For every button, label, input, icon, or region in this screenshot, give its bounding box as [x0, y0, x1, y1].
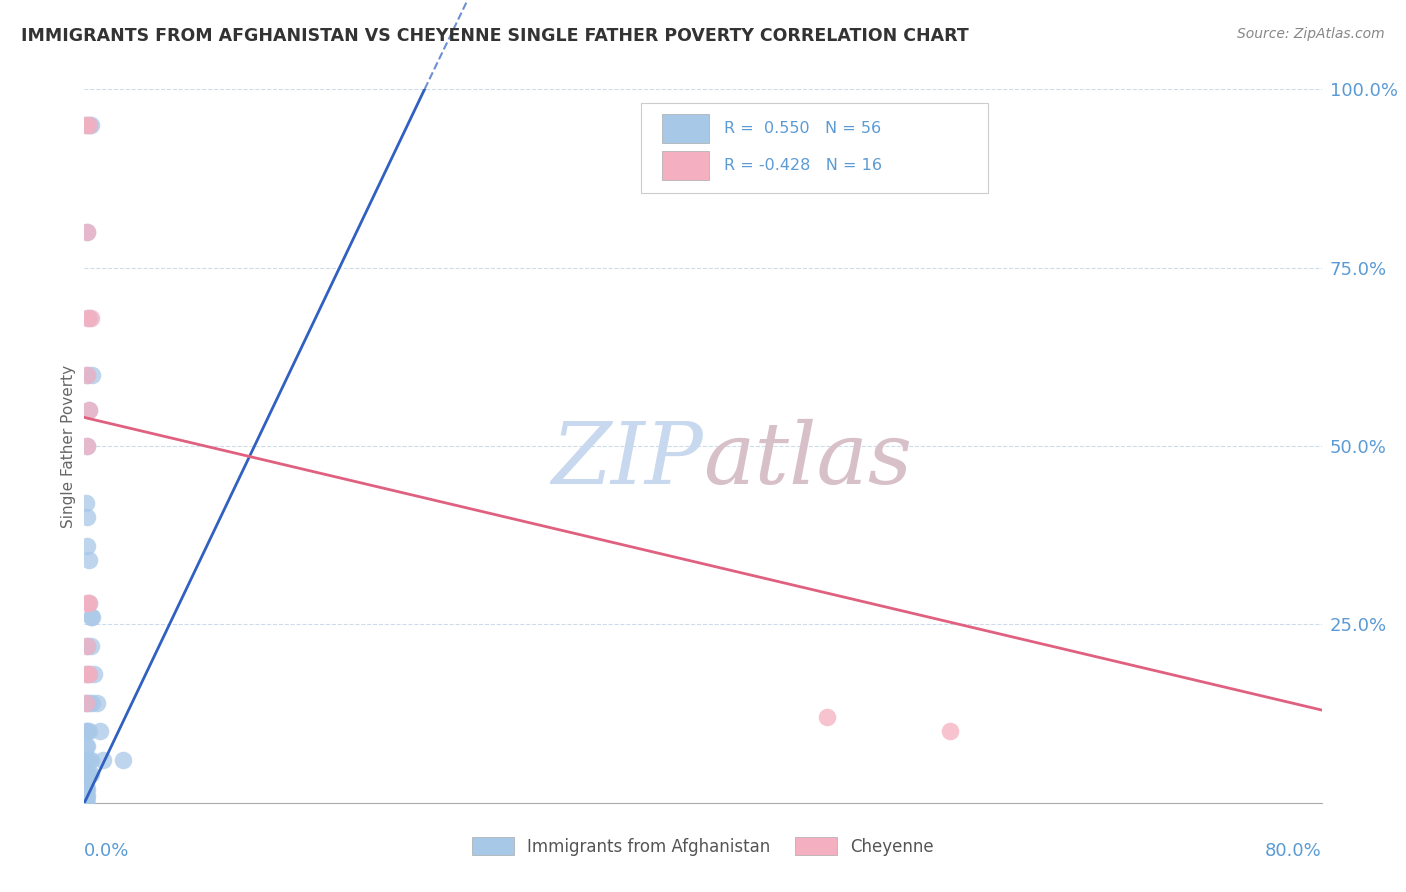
- Point: [77, 403, 100, 417]
- Point: [76, 724, 98, 739]
- Point: [939, 724, 962, 739]
- Point: [83, 667, 105, 681]
- Point: [82, 610, 104, 624]
- Point: [112, 753, 135, 767]
- Text: IMMIGRANTS FROM AFGHANISTAN VS CHEYENNE SINGLE FATHER POVERTY CORRELATION CHART: IMMIGRANTS FROM AFGHANISTAN VS CHEYENNE …: [21, 27, 969, 45]
- Point: [79, 118, 101, 132]
- Point: [75, 118, 97, 132]
- Point: [77, 118, 100, 132]
- Point: [76, 368, 98, 382]
- Point: [76, 225, 98, 239]
- Point: [75, 696, 97, 710]
- Point: [75, 781, 97, 796]
- Point: [75, 794, 97, 808]
- Point: [79, 610, 101, 624]
- Text: R = -0.428   N = 16: R = -0.428 N = 16: [724, 158, 882, 173]
- Point: [86, 696, 108, 710]
- Point: [76, 368, 98, 382]
- Point: [75, 793, 97, 807]
- Point: [77, 667, 100, 681]
- Point: [75, 794, 97, 808]
- Point: [79, 753, 101, 767]
- Point: [76, 667, 98, 681]
- Point: [77, 767, 100, 781]
- Point: [76, 539, 98, 553]
- FancyBboxPatch shape: [641, 103, 987, 193]
- Point: [75, 496, 97, 510]
- Point: [76, 596, 98, 610]
- Point: [75, 792, 97, 806]
- Point: [75, 753, 97, 767]
- Point: [76, 639, 98, 653]
- Point: [77, 696, 100, 710]
- Point: [77, 118, 100, 132]
- Point: [77, 310, 100, 325]
- Point: [75, 667, 97, 681]
- Point: [79, 767, 101, 781]
- Point: [76, 767, 98, 781]
- Point: [75, 790, 97, 805]
- Point: [75, 795, 97, 809]
- Point: [75, 774, 97, 789]
- Y-axis label: Single Father Poverty: Single Father Poverty: [60, 365, 76, 527]
- Point: [75, 787, 97, 801]
- Point: [77, 667, 100, 681]
- Point: [76, 781, 98, 796]
- Point: [77, 553, 100, 567]
- Point: [77, 403, 100, 417]
- Point: [76, 789, 98, 803]
- Point: [76, 639, 98, 653]
- Text: 80.0%: 80.0%: [1265, 842, 1322, 860]
- Point: [76, 739, 98, 753]
- Point: [91, 753, 114, 767]
- Point: [79, 310, 101, 325]
- Point: [76, 225, 98, 239]
- Point: [76, 439, 98, 453]
- Point: [75, 739, 97, 753]
- Point: [77, 596, 100, 610]
- Point: [75, 789, 97, 803]
- Point: [76, 753, 98, 767]
- Point: [75, 785, 97, 799]
- Point: [815, 710, 838, 724]
- Legend: Immigrants from Afghanistan, Cheyenne: Immigrants from Afghanistan, Cheyenne: [465, 830, 941, 863]
- Point: [79, 639, 101, 653]
- Point: [76, 439, 98, 453]
- Point: [77, 596, 100, 610]
- Point: [76, 310, 98, 325]
- Point: [82, 368, 104, 382]
- Point: [77, 753, 100, 767]
- Point: [75, 118, 97, 132]
- Text: 0.0%: 0.0%: [84, 842, 129, 860]
- Text: ZIP: ZIP: [551, 419, 703, 501]
- Point: [75, 778, 97, 792]
- Bar: [662, 152, 709, 180]
- Point: [77, 724, 100, 739]
- Point: [75, 696, 97, 710]
- Text: R =  0.550   N = 56: R = 0.550 N = 56: [724, 121, 882, 136]
- Point: [82, 696, 104, 710]
- Bar: [662, 114, 709, 143]
- Text: Source: ZipAtlas.com: Source: ZipAtlas.com: [1237, 27, 1385, 41]
- Text: atlas: atlas: [703, 419, 912, 501]
- Point: [75, 767, 97, 781]
- Point: [75, 724, 97, 739]
- Point: [76, 510, 98, 524]
- Point: [75, 791, 97, 805]
- Point: [89, 724, 111, 739]
